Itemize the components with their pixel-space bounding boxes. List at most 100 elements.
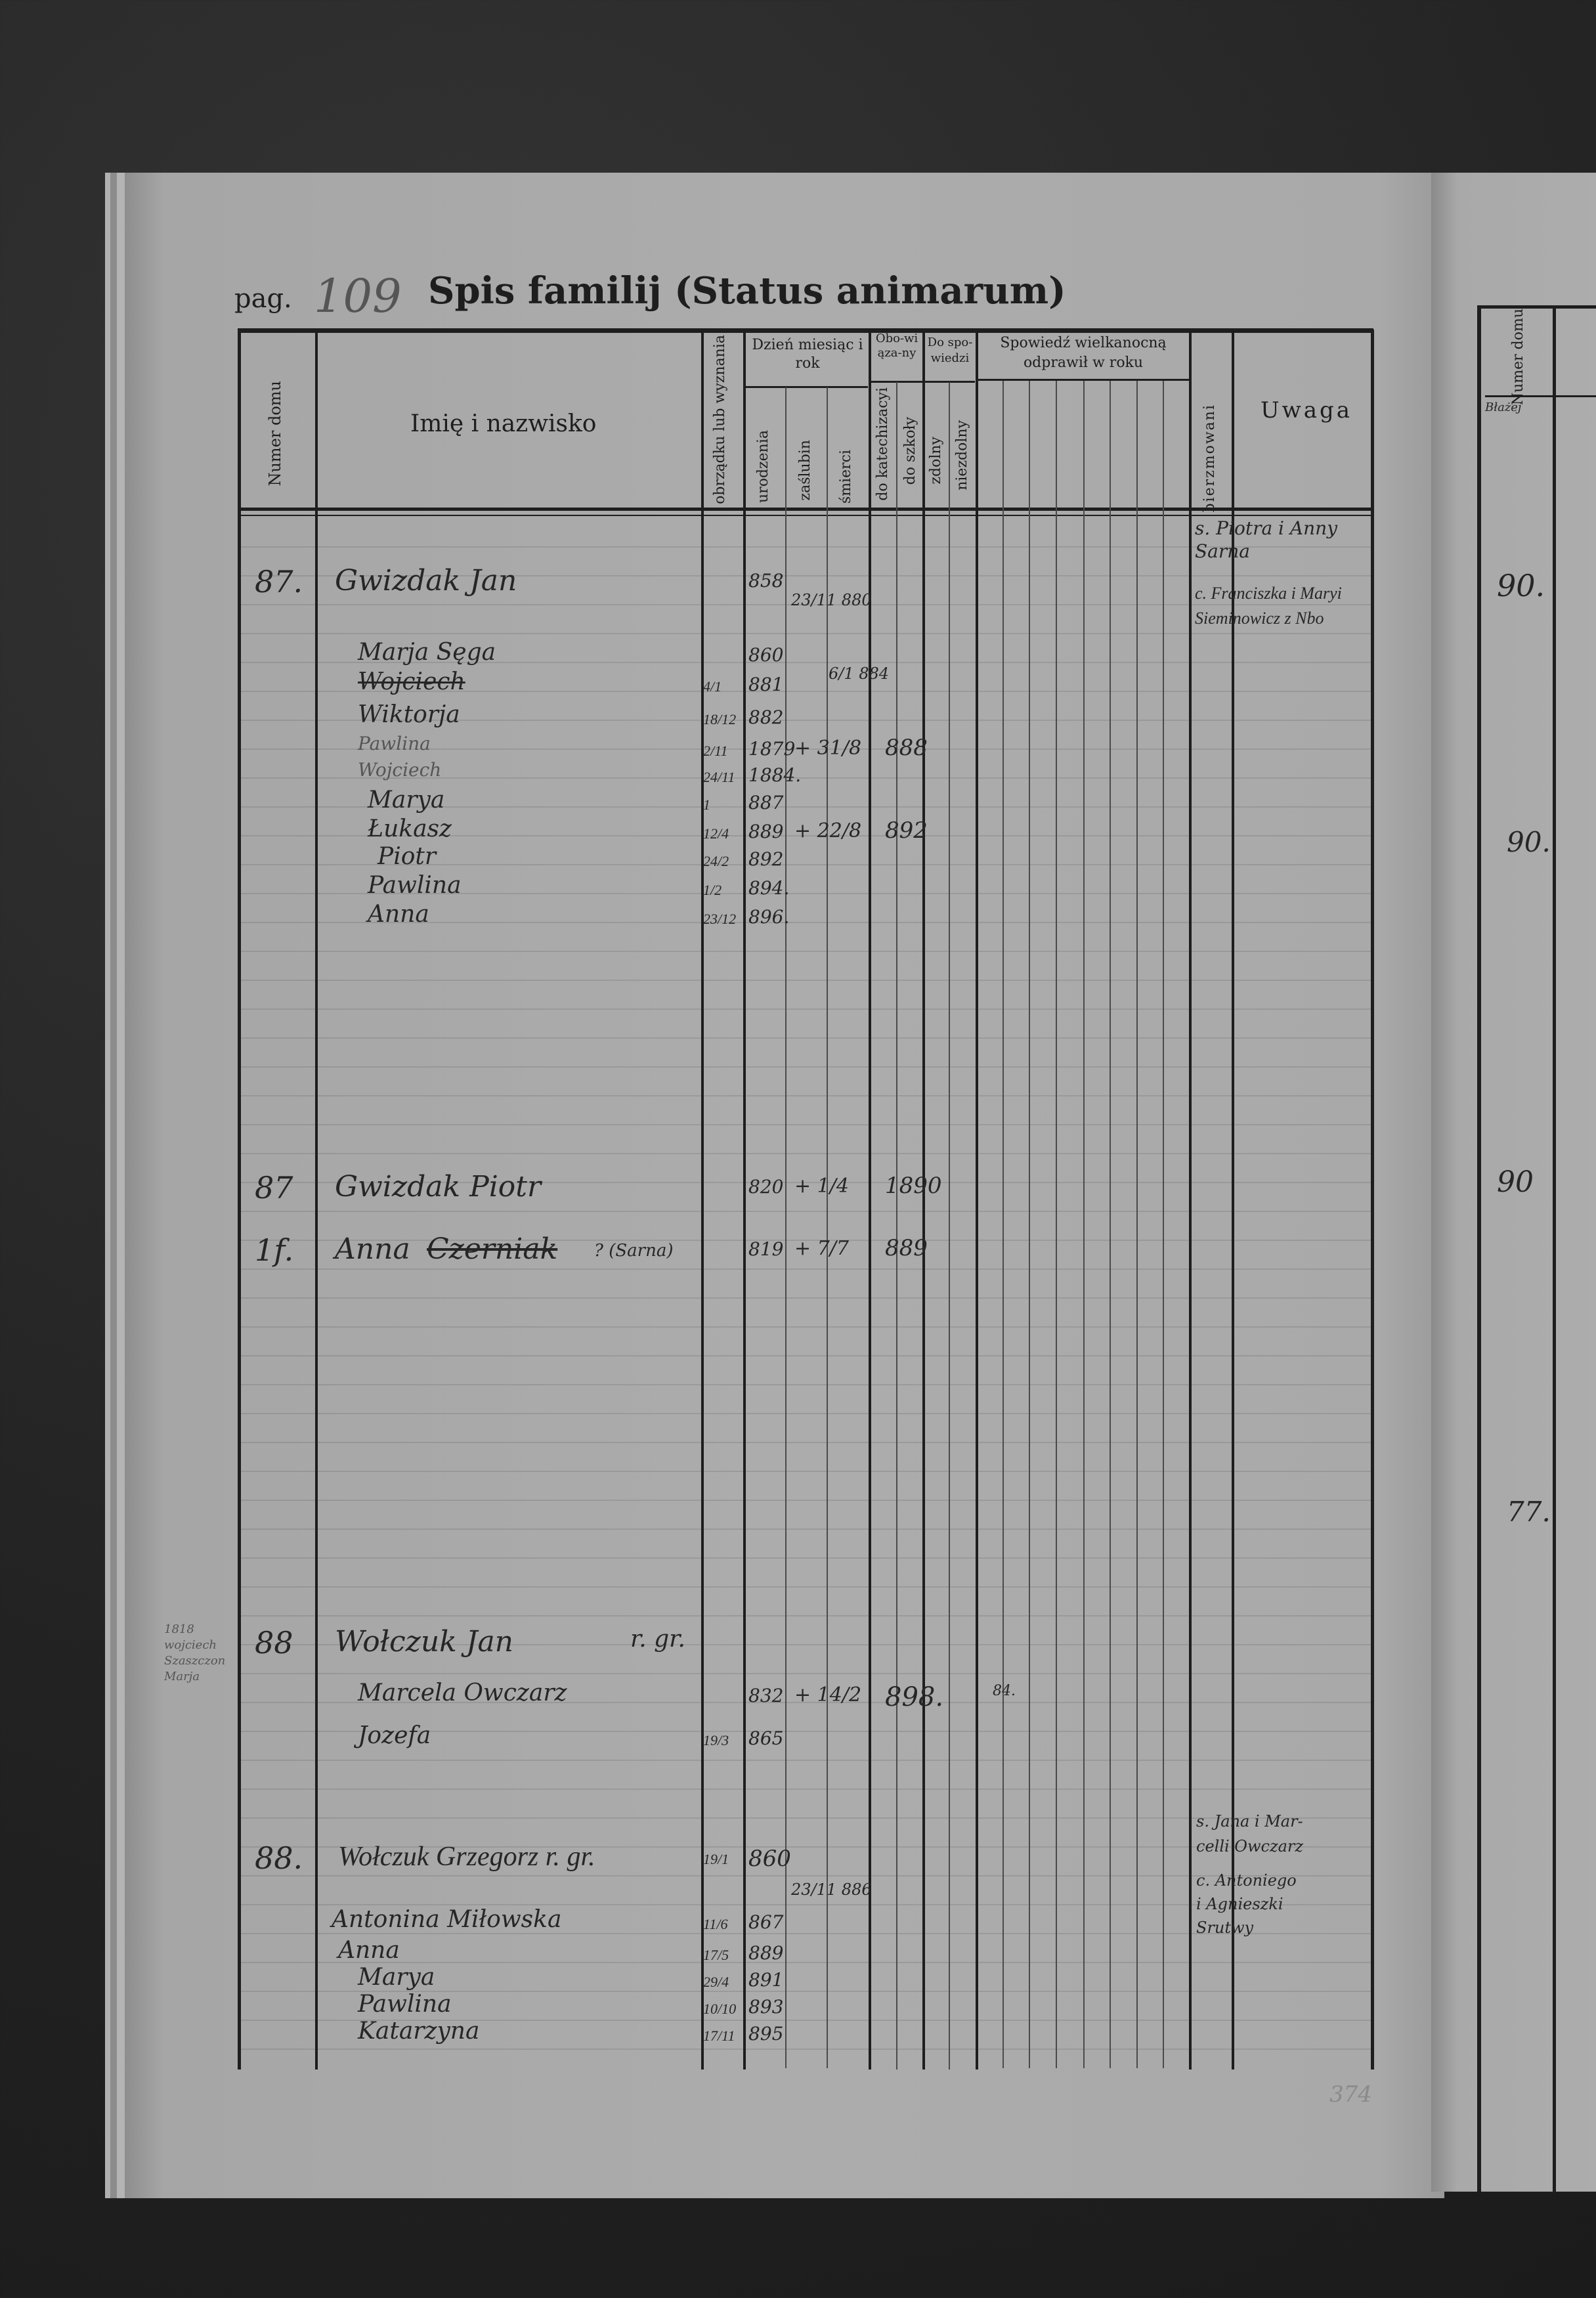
dzien-subline bbox=[743, 386, 868, 388]
remark-line: s. Jana i Mar- bbox=[1196, 1812, 1303, 1831]
page-number: 109 bbox=[314, 269, 402, 323]
rite-date: 24/2 bbox=[703, 853, 729, 869]
rite-date: 19/3 bbox=[703, 1732, 729, 1748]
death-year: 898. bbox=[885, 1682, 944, 1712]
rite-date: 17/5 bbox=[703, 1947, 729, 1963]
rite-date: 4/1 bbox=[703, 678, 722, 695]
table-row: Piotr 24/2 892 bbox=[0, 844, 1596, 884]
table-row: Anna 17/5 889 bbox=[0, 1938, 1596, 1978]
right-house-number: 90. bbox=[1497, 568, 1545, 603]
name-note: ? (Sarna) bbox=[594, 1241, 674, 1261]
person-name: Marja Sęga bbox=[358, 639, 496, 666]
rite-date: 11/6 bbox=[703, 1916, 728, 1932]
header-szkoly: do szkoły bbox=[902, 417, 918, 485]
col-divider bbox=[785, 387, 787, 2068]
table-row: Marya 29/4 891 bbox=[0, 1965, 1596, 2005]
header-uwaga: Uwaga bbox=[1261, 397, 1353, 423]
remark-line: c. Franciszka i Maryi bbox=[1195, 584, 1342, 603]
person-name: Gwizdak Piotr bbox=[335, 1170, 541, 1203]
birth-year: 1884. bbox=[748, 764, 802, 786]
rite-date: 1 bbox=[703, 796, 710, 813]
marriage-date: 23/11 886 bbox=[791, 1880, 872, 1899]
birth-year: 891 bbox=[748, 1969, 784, 1991]
person-name: Wojciech bbox=[358, 668, 465, 695]
person-name: Anna bbox=[368, 901, 429, 928]
birth-year: 882 bbox=[748, 706, 784, 728]
header-rite: obrządku lub wyznania bbox=[712, 335, 728, 504]
right-col-divider bbox=[1553, 309, 1556, 2193]
death-year: 892 bbox=[885, 817, 928, 844]
col-divider bbox=[1003, 381, 1004, 2068]
right-table-left-border bbox=[1477, 307, 1481, 2192]
table-left-border bbox=[238, 330, 241, 2070]
birth-year: 819 bbox=[748, 1238, 784, 1260]
person-name: Łukasz bbox=[368, 815, 452, 842]
table-row: Pawlina 1/2 894. bbox=[0, 873, 1596, 913]
table-row: Pawlina 10/10 893 bbox=[0, 1992, 1596, 2031]
person-name: Jozefa bbox=[358, 1722, 431, 1749]
table-top-border bbox=[238, 328, 1373, 333]
struck-surname: Czerniak bbox=[427, 1232, 558, 1266]
col-divider bbox=[1189, 330, 1192, 2070]
remark-line: c. Antoniego bbox=[1196, 1871, 1297, 1890]
header-bottom-border-inner bbox=[238, 515, 1373, 516]
house-number: 1f. bbox=[255, 1232, 294, 1268]
person-name: Piotr bbox=[377, 843, 437, 870]
obowiazany-subline bbox=[869, 381, 975, 383]
header-dzien: Dzień miesiąc i rok bbox=[752, 337, 863, 372]
person-name: Anna bbox=[338, 1937, 400, 1964]
birth-year: 893 bbox=[748, 1996, 784, 2018]
remark-line: i Agnieszki bbox=[1196, 1895, 1283, 1913]
birth-year: 895 bbox=[748, 2023, 784, 2045]
birth-year: 1879 bbox=[748, 738, 796, 760]
header-zdolny: zdolny bbox=[928, 437, 944, 485]
right-header-bottom bbox=[1485, 395, 1596, 397]
rite-note: r. gr. bbox=[630, 1626, 685, 1653]
death-year: 1890 bbox=[885, 1173, 942, 1199]
header-do-spowiedzi: Do spo-wiedzi bbox=[927, 336, 973, 365]
right-house-number: 77. bbox=[1507, 1496, 1551, 1528]
col-divider bbox=[869, 330, 871, 2070]
col-divider bbox=[1056, 381, 1057, 2068]
table-row: Wojciech 24/11 1884. bbox=[0, 760, 1596, 800]
table-row: Pawlina 2/11 1879 + 31/8 888 bbox=[0, 734, 1596, 773]
header-niezdolny: niezdolny bbox=[954, 420, 970, 490]
right-house-number: 90. bbox=[1507, 826, 1551, 858]
header-bottom-border bbox=[238, 508, 1373, 511]
col-divider bbox=[827, 387, 828, 2068]
rite-date: 23/12 bbox=[703, 911, 737, 927]
birth-year: 889 bbox=[748, 1942, 784, 1964]
birth-year: 892 bbox=[748, 848, 784, 870]
table-row: 87 Gwizdak Piotr 820 + 1/4 1890 bbox=[0, 1170, 1596, 1211]
col-divider bbox=[1083, 381, 1085, 2068]
table-row: Jozefa 19/3 865 bbox=[0, 1724, 1596, 1763]
col-divider bbox=[1110, 381, 1111, 2068]
col-divider bbox=[896, 382, 897, 2070]
rite-date: 1/2 bbox=[703, 882, 722, 898]
person-name: Pawlina bbox=[358, 733, 431, 754]
person-name: Pawlina bbox=[358, 1991, 452, 2018]
remark-line: celli Owczarz bbox=[1196, 1837, 1304, 1855]
birth-year: 865 bbox=[748, 1727, 784, 1749]
person-name: Wołczuk Grzegorz r. gr. bbox=[338, 1842, 595, 1872]
birth-year: 860 bbox=[748, 644, 784, 666]
rite-date: 24/11 bbox=[703, 769, 735, 785]
house-number: 88. bbox=[255, 1840, 303, 1876]
death-date: + 22/8 bbox=[794, 819, 862, 842]
margin-note-line: Szaszczon bbox=[164, 1654, 226, 1668]
header-name: Imię i nazwisko bbox=[410, 410, 597, 437]
page-title: Spis familij (Status animarum) bbox=[428, 269, 1066, 313]
right-house-number: 90 bbox=[1497, 1165, 1534, 1199]
rite-date: 17/11 bbox=[703, 2027, 735, 2044]
page-label: pag. bbox=[234, 284, 292, 314]
margin-note-line: 1818 bbox=[164, 1622, 194, 1636]
right-annotation: Błażej bbox=[1485, 401, 1522, 414]
col-divider bbox=[976, 330, 978, 2070]
col-divider bbox=[949, 382, 950, 2070]
person-name: Wojciech bbox=[358, 759, 442, 781]
table-row: Marja Sęga 860 bbox=[0, 640, 1596, 680]
table-row: 1f. Anna Czerniak ? (Sarna) 819 + 7/7 88… bbox=[0, 1234, 1596, 1274]
person-name: Pawlina bbox=[368, 872, 462, 899]
header-spowiedz: Spowiedź wielkanocną odprawił w roku bbox=[1000, 335, 1167, 371]
house-number: 88 bbox=[255, 1625, 293, 1660]
